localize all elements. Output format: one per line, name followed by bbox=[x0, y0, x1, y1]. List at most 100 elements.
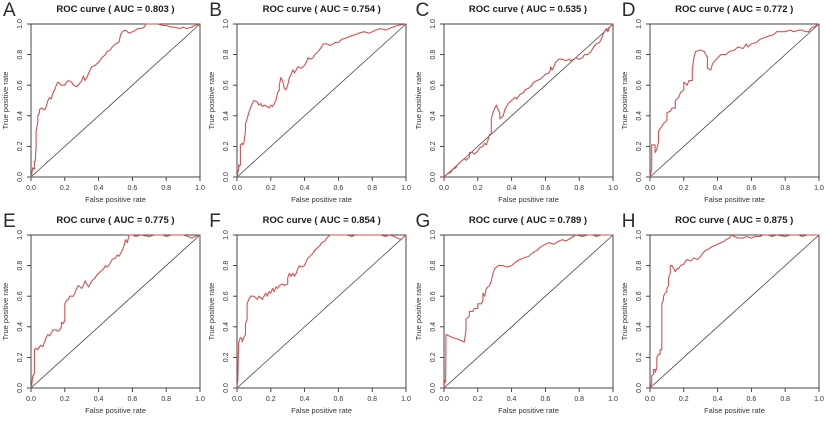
roc-curve-line bbox=[649, 233, 820, 389]
roc-plot: 0.0 0.2 0.4 0.6 0.8 1.0 0.0 0.2 0.4 0.6 0.8 1.0 Fals… bbox=[207, 230, 411, 415]
y-axis-label: True positive rate bbox=[1, 72, 10, 130]
y-axis-label: True positive rate bbox=[414, 282, 423, 340]
y-tick-label: 0.0 bbox=[223, 383, 230, 393]
x-axis-label: False positive rate bbox=[291, 406, 352, 415]
y-tick-label: 0.6 bbox=[17, 80, 24, 90]
y-tick-label: 0.6 bbox=[430, 291, 437, 301]
y-axis-label: True positive rate bbox=[207, 282, 216, 340]
panel-letter: D bbox=[621, 0, 636, 21]
x-tick-label: 0.8 bbox=[161, 185, 171, 192]
roc-panel: H ROC curve ( AUC = 0.875 ) 0.0 0.2 0.4 0.6… bbox=[618, 210, 825, 421]
reference-diagonal-line bbox=[443, 234, 613, 388]
y-tick-label: 0.0 bbox=[223, 172, 230, 182]
y-axis-label: True positive rate bbox=[1, 282, 10, 340]
x-tick-label: 0.6 bbox=[746, 396, 756, 403]
x-axis-label: False positive rate bbox=[85, 406, 146, 415]
y-tick-label: 0.2 bbox=[223, 352, 230, 362]
panel-letter: F bbox=[209, 210, 221, 232]
x-axis-label: False positive rate bbox=[704, 406, 765, 415]
x-tick-label: 0.0 bbox=[439, 185, 449, 192]
reference-diagonal-line bbox=[236, 234, 407, 388]
x-tick-label: 0.0 bbox=[26, 185, 36, 192]
x-tick-label: 0.6 bbox=[334, 185, 344, 192]
roc-panel: A ROC curve ( AUC = 0.803 ) 0.0 0.2 0.4 0.6… bbox=[0, 0, 206, 210]
y-tick-label: 1.0 bbox=[223, 230, 230, 240]
x-tick-label: 0.6 bbox=[540, 396, 550, 403]
y-axis-label: True positive rate bbox=[620, 282, 629, 340]
plot-frame bbox=[30, 234, 201, 388]
chart-title: ROC curve ( AUC = 0.789 ) bbox=[468, 214, 588, 226]
x-tick-label: 0.8 bbox=[368, 185, 378, 192]
roc-panel: E ROC curve ( AUC = 0.775 ) 0.0 0.2 0.4 0.6… bbox=[0, 210, 206, 421]
y-tick-label: 0.4 bbox=[223, 111, 230, 121]
roc-curve-line bbox=[30, 23, 201, 178]
y-tick-label: 0.2 bbox=[17, 141, 24, 151]
roc-plot: 0.0 0.2 0.4 0.6 0.8 1.0 0.0 0.2 0.4 0.6 0.8 1.0 Fals… bbox=[1, 230, 205, 415]
y-tick-label: 1.0 bbox=[636, 230, 643, 240]
y-tick-label: 0.0 bbox=[636, 383, 643, 393]
x-tick-label: 0.0 bbox=[645, 396, 655, 403]
x-tick-label: 0.4 bbox=[94, 396, 104, 403]
x-tick-label: 0.4 bbox=[300, 396, 310, 403]
chart-title: ROC curve ( AUC = 0.535 ) bbox=[468, 4, 588, 15]
y-tick-label: 0.0 bbox=[430, 383, 437, 393]
x-tick-label: 1.0 bbox=[814, 185, 824, 192]
y-tick-label: 1.0 bbox=[223, 19, 230, 29]
reference-diagonal-line bbox=[236, 23, 407, 178]
reference-diagonal-line bbox=[30, 234, 201, 388]
panel-letter: E bbox=[3, 210, 16, 232]
y-tick-label: 0.4 bbox=[636, 111, 643, 121]
x-axis-label: False positive rate bbox=[498, 195, 559, 204]
y-tick-label: 0.8 bbox=[223, 260, 230, 270]
roc-plot: 0.0 0.2 0.4 0.6 0.8 1.0 0.0 0.2 0.4 0.6 0.8 1.0 Fals… bbox=[414, 19, 618, 204]
x-axis-label: False positive rate bbox=[498, 406, 559, 415]
x-tick-label: 0.4 bbox=[712, 396, 722, 403]
x-tick-label: 0.2 bbox=[472, 396, 482, 403]
y-tick-label: 0.2 bbox=[17, 352, 24, 362]
plot-frame bbox=[443, 234, 613, 388]
y-tick-label: 0.4 bbox=[636, 321, 643, 331]
y-tick-label: 0.6 bbox=[17, 291, 24, 301]
x-tick-label: 0.2 bbox=[679, 396, 689, 403]
chart-title: ROC curve ( AUC = 0.775 ) bbox=[56, 214, 175, 226]
x-tick-label: 0.8 bbox=[161, 396, 171, 403]
x-tick-label: 0.8 bbox=[574, 185, 584, 192]
x-tick-label: 0.2 bbox=[266, 185, 276, 192]
x-tick-label: 0.0 bbox=[232, 185, 242, 192]
x-tick-label: 1.0 bbox=[608, 396, 618, 403]
x-tick-label: 0.2 bbox=[266, 396, 276, 403]
y-tick-label: 0.0 bbox=[636, 172, 643, 182]
roc-curve-line bbox=[236, 233, 407, 389]
y-tick-label: 0.8 bbox=[636, 260, 643, 270]
x-tick-label: 1.0 bbox=[401, 185, 411, 192]
y-tick-label: 0.8 bbox=[17, 260, 24, 270]
x-tick-label: 0.6 bbox=[334, 396, 344, 403]
panel-letter: G bbox=[415, 210, 431, 232]
roc-panel: G ROC curve ( AUC = 0.789 ) 0.0 0.2 0.4 0.6… bbox=[412, 210, 619, 421]
roc-plot: 0.0 0.2 0.4 0.6 0.8 1.0 0.0 0.2 0.4 0.6 0.8 1.0 Fals… bbox=[1, 19, 205, 204]
x-tick-label: 0.4 bbox=[506, 185, 516, 192]
y-tick-label: 1.0 bbox=[430, 230, 437, 240]
panel-letter: C bbox=[415, 0, 430, 21]
chart-title: ROC curve ( AUC = 0.803 ) bbox=[56, 4, 175, 15]
x-tick-label: 0.2 bbox=[472, 185, 482, 192]
y-tick-label: 0.4 bbox=[430, 321, 437, 331]
y-axis-label: True positive rate bbox=[620, 72, 629, 130]
x-tick-label: 0.2 bbox=[679, 185, 689, 192]
x-tick-label: 0.6 bbox=[540, 185, 550, 192]
roc-curve-line bbox=[442, 23, 614, 178]
x-tick-label: 0.0 bbox=[26, 396, 36, 403]
y-tick-label: 0.6 bbox=[636, 80, 643, 90]
reference-diagonal-line bbox=[649, 234, 820, 388]
x-tick-label: 0.8 bbox=[780, 185, 790, 192]
x-tick-label: 0.4 bbox=[94, 185, 104, 192]
roc-panel: D ROC curve ( AUC = 0.772 ) 0.0 0.2 0.4 0.6… bbox=[618, 0, 825, 210]
x-tick-label: 1.0 bbox=[195, 185, 205, 192]
roc-plot: 0.0 0.2 0.4 0.6 0.8 1.0 0.0 0.2 0.4 0.6 0.8 1.0 Fals… bbox=[620, 19, 824, 204]
x-tick-label: 0.6 bbox=[128, 185, 138, 192]
x-tick-label: 0.2 bbox=[60, 396, 70, 403]
x-axis-label: False positive rate bbox=[291, 195, 352, 204]
x-tick-label: 0.6 bbox=[746, 185, 756, 192]
x-tick-label: 1.0 bbox=[608, 185, 618, 192]
roc-panel: B ROC curve ( AUC = 0.754 ) 0.0 0.2 0.4 0.6… bbox=[206, 0, 413, 210]
